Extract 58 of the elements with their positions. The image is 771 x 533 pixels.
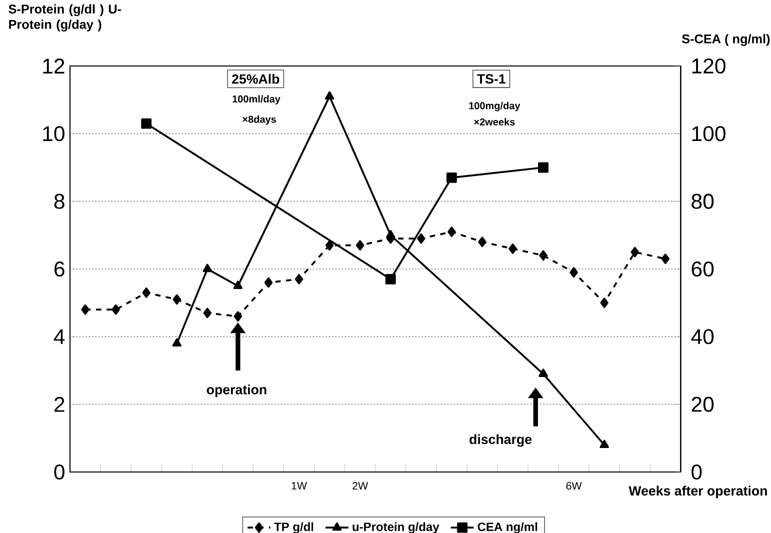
annotation: operation [206, 384, 266, 398]
point [386, 230, 396, 238]
point [600, 440, 609, 448]
point [630, 246, 640, 258]
annotation: 25%Alb [232, 74, 280, 84]
point [325, 240, 334, 251]
y2-tick-label: 40 [691, 329, 714, 344]
point [478, 236, 486, 248]
point [81, 304, 90, 315]
y-tick-label: 2 [54, 396, 64, 412]
annotation: 100mg/day [469, 102, 520, 112]
point [446, 172, 457, 183]
y2-tick-label: 100 [692, 126, 726, 142]
y-tick-label: 12 [43, 58, 64, 74]
annotation: discharge [470, 434, 532, 447]
y2-tick-label: 120 [692, 58, 726, 74]
annotation: ×2weeks [474, 118, 515, 126]
y2-tick-label: 80 [692, 194, 714, 209]
x-tick-label: 2W [352, 482, 368, 490]
point [448, 226, 456, 237]
point [142, 287, 150, 298]
point [539, 250, 548, 261]
point [202, 264, 212, 272]
point [233, 280, 243, 289]
y2-tick-label: 20 [692, 396, 714, 412]
annotation: TS-1 [477, 74, 506, 84]
y-axis-title: S-Protein (g/dl ) U-Protein (g/day ) [8, 4, 122, 32]
y-tick-label: 8 [54, 194, 64, 209]
point [264, 277, 273, 288]
point [538, 368, 548, 377]
point [172, 338, 182, 347]
annotation: ×8days [242, 115, 276, 125]
point [356, 240, 364, 251]
y2-axis-title: S-CEA ( ng/ml) [682, 34, 770, 46]
y2-tick-label: 60 [692, 261, 714, 277]
point [508, 243, 517, 254]
point [661, 254, 670, 264]
point [324, 91, 334, 100]
y-tick-label: 10 [43, 126, 64, 142]
point [385, 274, 396, 284]
y-tick-label: 4 [54, 329, 65, 344]
point [234, 311, 242, 322]
point [538, 162, 548, 173]
y2-tick-label: 0 [692, 464, 702, 480]
x-tick-label: 1W [292, 482, 307, 490]
point [294, 274, 304, 284]
point [417, 233, 426, 244]
point [203, 308, 212, 318]
point [112, 304, 120, 315]
point [141, 118, 152, 129]
y-tick-label: 0 [54, 464, 64, 480]
annotation: 100ml/day [232, 95, 280, 104]
point [600, 298, 608, 308]
point [570, 267, 578, 278]
x-axis-title: Weeks after operation [628, 486, 767, 498]
x-tick-label: 6W [566, 482, 582, 490]
point [172, 294, 182, 305]
y-tick-label: 6 [54, 261, 64, 277]
